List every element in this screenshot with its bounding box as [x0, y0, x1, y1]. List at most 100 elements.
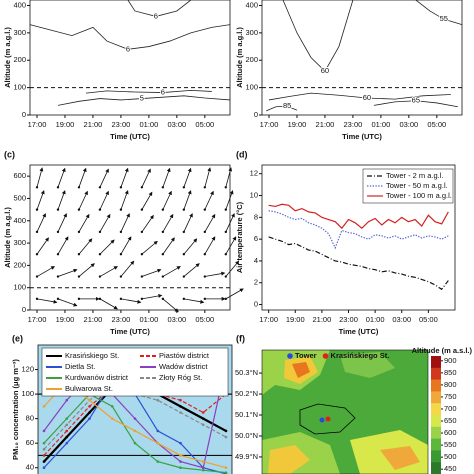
- wind-vector: [183, 190, 192, 210]
- contour-label: 60: [363, 93, 371, 102]
- plot-frame: [37, 344, 233, 474]
- y-axis-label: PM₁₀ concentration (μg m⁻³): [11, 359, 20, 460]
- colorbar-segment: [431, 367, 441, 381]
- contour-label: 6: [126, 44, 130, 53]
- y-tick-label: 50.0°N: [235, 431, 258, 440]
- plot-frame: [29, 164, 231, 311]
- wind-vector: [141, 268, 162, 277]
- wind-vector: [36, 190, 45, 210]
- wind-vector: [99, 298, 118, 310]
- point: [88, 417, 91, 420]
- colorbar-segment: [431, 438, 441, 451]
- colorbar-segment: [431, 462, 441, 474]
- contour-line: [57, 95, 231, 106]
- y-tick-label: 12: [250, 169, 258, 178]
- y-tick-label: 40: [26, 463, 34, 472]
- x-tick-label: 17:00: [28, 315, 47, 324]
- point: [179, 411, 182, 414]
- x-tick-label: 19:00: [286, 315, 305, 324]
- wind-vector: [99, 168, 109, 188]
- wind-vector: [99, 213, 111, 233]
- wind-vector: [120, 298, 142, 304]
- point: [133, 417, 137, 420]
- point: [65, 423, 69, 427]
- point: [156, 460, 160, 463]
- wind-vector: [183, 238, 198, 255]
- wind-vector: [141, 214, 154, 233]
- point: [42, 448, 46, 451]
- y-tick-label: 60: [26, 438, 34, 447]
- point: [88, 405, 91, 408]
- wind-vector: [57, 190, 66, 210]
- x-tick-label: 21:00: [84, 315, 103, 324]
- x-axis-label: Time (UTC): [339, 327, 379, 336]
- x-tick-label: 01:00: [139, 315, 158, 324]
- panel-label: (e): [12, 333, 23, 343]
- colorbar-tick-label: 550: [444, 440, 457, 449]
- series-line: [268, 203, 449, 230]
- y-tick-label: 300: [13, 28, 26, 37]
- x-tick-label: 23:00: [112, 120, 131, 129]
- map-frame: [261, 349, 429, 474]
- point: [179, 460, 182, 463]
- x-tick-label: 01:00: [366, 315, 385, 324]
- plot-frame: [29, 0, 231, 116]
- colorbar-tick-label: 750: [444, 392, 457, 401]
- legend-label: Wadów district: [159, 362, 208, 371]
- x-tick-label: 19:00: [56, 315, 75, 324]
- wind-vector: [99, 266, 118, 277]
- wind-vector: [36, 213, 46, 233]
- wind-vector: [57, 167, 66, 188]
- y-tick-label: 120: [21, 365, 34, 374]
- point: [110, 405, 114, 408]
- contour-label: 55: [440, 14, 448, 23]
- x-tick-label: 19:00: [288, 120, 307, 129]
- wind-vector: [120, 236, 132, 255]
- series-line: [43, 383, 227, 450]
- contour-line: [373, 100, 458, 108]
- contour-label: 85: [283, 101, 291, 110]
- point: [179, 441, 182, 445]
- contour-label: 5: [140, 94, 144, 103]
- map-raster: [262, 350, 428, 474]
- panel-label: (f): [236, 333, 245, 343]
- point: [201, 466, 205, 470]
- colorbar-segment: [431, 356, 441, 369]
- point: [42, 460, 46, 463]
- colorbar-segment: [431, 403, 441, 416]
- x-tick-label: 19:00: [56, 120, 75, 129]
- legend-label: Dietla St.: [65, 362, 95, 371]
- point: [42, 441, 46, 445]
- y-tick-label: 300: [245, 28, 258, 37]
- wind-vector: [120, 190, 129, 210]
- y-tick-label: 50.1°N: [235, 410, 258, 419]
- wind-vector: [36, 266, 56, 277]
- legend-marker: [287, 353, 293, 359]
- wind-vector: [99, 239, 115, 255]
- x-tick-label: 21:00: [84, 120, 103, 129]
- colorbar-tick-label: 700: [444, 404, 457, 413]
- y-tick-label: 8: [254, 212, 258, 221]
- legend-label: Tower - 100 m a.g.l.: [386, 191, 452, 200]
- y-tick-label: 100: [13, 283, 26, 292]
- y-tick-label: 100: [13, 83, 26, 92]
- x-axis-label: Time (UTC): [110, 132, 150, 141]
- plot-frame: [261, 164, 456, 311]
- point: [42, 405, 46, 408]
- wind-vector: [57, 236, 69, 255]
- wind-vector: [141, 293, 163, 300]
- legend-label: Tower - 50 m a.g.l.: [386, 181, 448, 190]
- x-tick-label: 05:00: [427, 120, 446, 129]
- point: [65, 429, 69, 433]
- wind-vector: [120, 213, 130, 233]
- legend-label: Krasińskiego St.: [65, 351, 119, 360]
- vector-tail: [182, 297, 186, 301]
- y-tick-label: 0: [22, 305, 26, 314]
- y-tick-label: 0: [254, 300, 258, 309]
- x-tick-label: 17:00: [260, 120, 279, 129]
- y-tick-label: 400: [13, 216, 26, 225]
- legend-label: Krasińskiego St.: [331, 351, 390, 360]
- colorbar-segment: [431, 426, 441, 440]
- wind-vector: [141, 168, 151, 188]
- wind-vector: [183, 298, 205, 304]
